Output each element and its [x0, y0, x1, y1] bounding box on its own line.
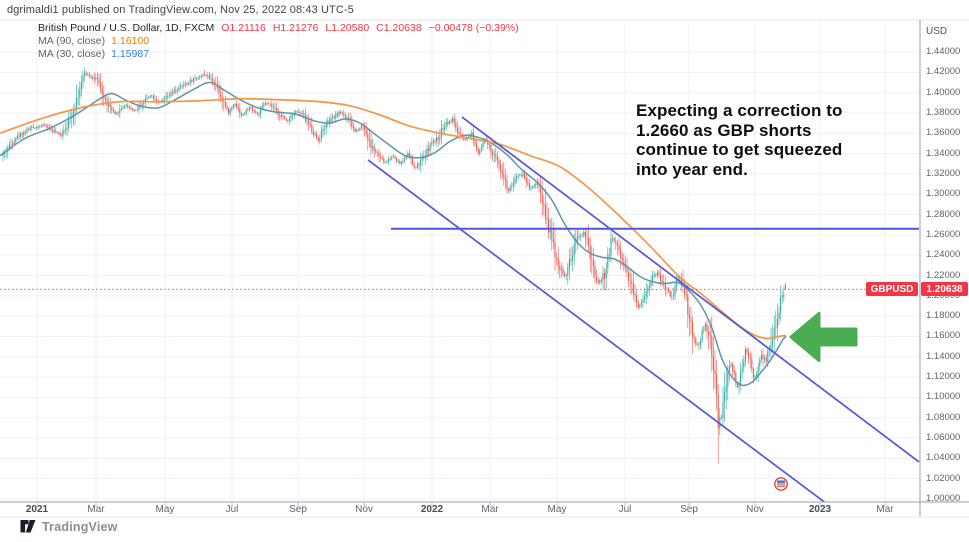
low-value: L1.20580 [325, 22, 370, 34]
time-axis-label: Nov [355, 504, 373, 515]
price-axis-label: 1.00000 [926, 493, 961, 504]
price-axis-label: 1.26000 [926, 228, 961, 240]
time-axis-label: 2023 [808, 504, 832, 515]
ma90-value: 1.16100 [111, 35, 150, 47]
currency-label: USD [926, 26, 948, 37]
annotation-line-2: 1.2660 as GBP shorts [636, 120, 812, 140]
time-axis-label: May [155, 504, 175, 515]
time-axis-label: May [547, 504, 567, 515]
time-axis-label: Mar [87, 504, 105, 515]
price-axis-label: 1.40000 [926, 86, 961, 98]
open-value: O1.21116 [221, 22, 266, 34]
ma90-label[interactable]: MA (90, close) [38, 35, 106, 47]
trend-lines[interactable] [367, 116, 920, 516]
tradingview-logo-icon [20, 520, 36, 533]
price-axis-label: 1.44000 [926, 46, 961, 57]
price-axis-label: 1.12000 [926, 371, 961, 383]
annotation-line-4: into year end. [636, 159, 748, 179]
price-axis-label: 1.04000 [926, 452, 961, 464]
economic-event-icon[interactable] [774, 477, 788, 491]
close-value: C1.20638 [376, 22, 422, 34]
annotation-line-3: continue to get squeezed [636, 140, 843, 159]
price-axis-label: 1.16000 [926, 330, 961, 342]
price-axis-label: 1.34000 [926, 147, 961, 159]
tradingview-brand[interactable]: TradingView [20, 519, 118, 534]
ma30-label[interactable]: MA (30, close) [38, 48, 106, 60]
high-value: H1.21276 [272, 22, 319, 34]
time-axis-label: Sep [289, 504, 307, 515]
time-axis-label: 2022 [420, 504, 444, 515]
axis-frame [0, 19, 969, 518]
time-axis-label: Nov [746, 504, 764, 515]
chart-legend[interactable]: British Pound / U.S. Dollar, 1D, FXCM O1.… [38, 22, 519, 62]
price-axis-label: 1.32000 [926, 167, 961, 179]
text-annotation[interactable]: Expecting a correction to 1.2660 as GBP … [636, 101, 843, 179]
price-axis-label: 1.42000 [926, 66, 961, 78]
price-axis-label: 1.24000 [926, 249, 961, 261]
trend-line-channel-lower[interactable] [367, 159, 843, 516]
brand-text: TradingView [42, 519, 118, 534]
price-axis-label: 1.06000 [926, 432, 961, 444]
legend-ma30-row[interactable]: MA (30, close) 1.15987 [38, 48, 519, 61]
price-axis-label: 1.22000 [926, 269, 961, 281]
time-axis-label: 2021 [25, 504, 49, 515]
price-axis-label: 1.14000 [926, 350, 961, 362]
price-axis-label: 1.30000 [926, 188, 961, 200]
price-axis-label: 1.38000 [926, 106, 961, 118]
time-axis-label: Mar [876, 504, 894, 515]
ohlc-values: O1.21116 H1.21276 L1.20580 C1.20638 −0.00478… [214, 22, 518, 34]
price-axis-label: 1.36000 [926, 127, 961, 139]
legend-symbol-row[interactable]: British Pound / U.S. Dollar, 1D, FXCM O1.… [38, 22, 519, 35]
time-axis-label: Mar [481, 504, 499, 515]
left-arrow-drawing[interactable] [789, 312, 858, 362]
published-header: dgrimaldi1 published on TradingView.com,… [7, 4, 354, 16]
price-axis-label: 1.28000 [926, 208, 961, 220]
grid-lines [0, 20, 920, 502]
price-axis-label: 1.02000 [926, 472, 961, 484]
time-axis-label: Jul [225, 504, 239, 515]
price-axis-label: 1.18000 [926, 310, 961, 322]
symbol-title[interactable]: British Pound / U.S. Dollar, 1D, FXCM [38, 22, 215, 34]
ma30-value: 1.15987 [111, 48, 150, 60]
change-value: −0.00478 (−0.39%) [428, 22, 519, 34]
trend-line-channel-upper[interactable] [461, 116, 920, 463]
price-axis-label: 1.08000 [926, 411, 961, 423]
price-axis-label: 1.10000 [926, 391, 961, 403]
time-axis-label: Sep [680, 504, 698, 515]
time-axis-label: Jul [618, 504, 632, 515]
ma30-line[interactable] [0, 81, 787, 387]
annotation-line-1: Expecting a correction to [636, 101, 843, 120]
price-badge-value: 1.20638 [921, 282, 968, 297]
price-badge-symbol: GBPUSD [866, 282, 918, 297]
legend-ma90-row[interactable]: MA (90, close) 1.16100 [38, 35, 519, 48]
